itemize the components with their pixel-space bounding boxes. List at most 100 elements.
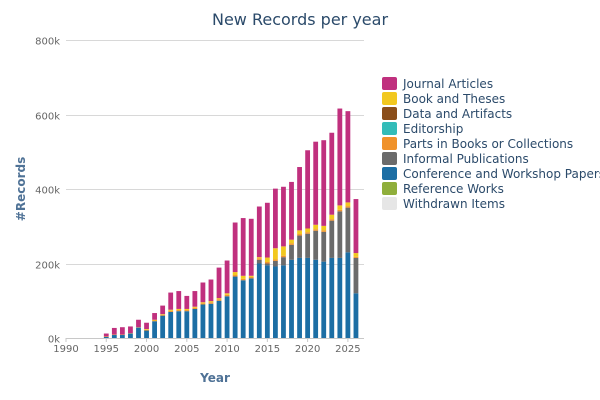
bar-segment-book-and-theses[interactable]: [160, 314, 166, 315]
bar-segment-journal-articles[interactable]: [168, 292, 174, 310]
bar-segment-journal-articles[interactable]: [345, 111, 351, 203]
bar-segment-conference-and-workshop-papers[interactable]: [353, 293, 359, 338]
bar-segment-journal-articles[interactable]: [200, 282, 206, 303]
bar-segment-journal-articles[interactable]: [305, 150, 311, 229]
bar-segment-book-and-theses[interactable]: [289, 239, 294, 244]
bar-segment-book-and-theses[interactable]: [216, 298, 222, 300]
bar-segment-journal-articles[interactable]: [103, 333, 109, 337]
bar-segment-book-and-theses[interactable]: [192, 306, 198, 308]
bar-segment-book-and-theses[interactable]: [264, 257, 270, 263]
bar-segment-book-and-theses[interactable]: [232, 272, 238, 276]
bar-segment-parts-in-books-or-collections[interactable]: [345, 206, 351, 208]
bar-segment-book-and-theses[interactable]: [321, 225, 327, 231]
bar-segment-book-and-theses[interactable]: [168, 309, 174, 311]
bar-segment-conference-and-workshop-papers[interactable]: [232, 276, 238, 338]
bar-segment-journal-articles[interactable]: [160, 305, 166, 315]
bar-segment-conference-and-workshop-papers[interactable]: [152, 321, 157, 338]
bar-segment-informal-publications[interactable]: [264, 263, 270, 266]
bar-segment-conference-and-workshop-papers[interactable]: [176, 311, 182, 338]
bar-segment-conference-and-workshop-papers[interactable]: [329, 257, 335, 338]
bar-segment-journal-articles[interactable]: [297, 167, 302, 231]
bar-segment-conference-and-workshop-papers[interactable]: [305, 257, 311, 338]
bar-segment-informal-publications[interactable]: [345, 207, 351, 253]
bar-segment-journal-articles[interactable]: [240, 218, 246, 276]
bar-segment-journal-articles[interactable]: [184, 295, 190, 309]
bar-segment-parts-in-books-or-collections[interactable]: [232, 275, 238, 277]
bar-segment-book-and-theses[interactable]: [305, 228, 311, 233]
bar-segment-parts-in-books-or-collections[interactable]: [192, 307, 198, 309]
bar-segment-journal-articles[interactable]: [176, 291, 182, 309]
bar-segment-parts-in-books-or-collections[interactable]: [240, 278, 246, 281]
bar-segment-journal-articles[interactable]: [216, 267, 222, 299]
bar-segment-conference-and-workshop-papers[interactable]: [297, 257, 302, 338]
bar-segment-book-and-theses[interactable]: [273, 248, 278, 260]
bar-segment-conference-and-workshop-papers[interactable]: [240, 280, 246, 338]
bar-segment-book-and-theses[interactable]: [353, 253, 359, 257]
bar-segment-informal-publications[interactable]: [353, 257, 359, 294]
bar-segment-journal-articles[interactable]: [208, 279, 214, 302]
bar-segment-journal-articles[interactable]: [353, 199, 359, 254]
bar-segment-conference-and-workshop-papers[interactable]: [184, 311, 190, 338]
bar-segment-conference-and-workshop-papers[interactable]: [160, 315, 166, 338]
bar-segment-book-and-theses[interactable]: [297, 230, 302, 235]
legend-item-parts-in-books-or-collections[interactable]: Parts in Books or Collections: [382, 137, 573, 151]
bar-segment-conference-and-workshop-papers[interactable]: [216, 300, 222, 338]
bar-segment-conference-and-workshop-papers[interactable]: [321, 261, 327, 338]
bar-segment-parts-in-books-or-collections[interactable]: [281, 255, 286, 258]
bar-segment-conference-and-workshop-papers[interactable]: [337, 257, 343, 338]
bar-segment-book-and-theses[interactable]: [248, 275, 254, 277]
bar-segment-journal-articles[interactable]: [313, 141, 319, 225]
bar-segment-parts-in-books-or-collections[interactable]: [289, 243, 294, 245]
bar-segment-parts-in-books-or-collections[interactable]: [353, 256, 359, 258]
bar-segment-conference-and-workshop-papers[interactable]: [345, 252, 351, 338]
bar-segment-conference-and-workshop-papers[interactable]: [144, 330, 149, 338]
bar-segment-conference-and-workshop-papers[interactable]: [200, 304, 206, 338]
bar-segment-book-and-theses[interactable]: [184, 308, 190, 311]
bar-segment-informal-publications[interactable]: [305, 233, 311, 258]
bar-segment-parts-in-books-or-collections[interactable]: [256, 258, 262, 260]
bar-segment-parts-in-books-or-collections[interactable]: [337, 209, 343, 212]
bar-segment-book-and-theses[interactable]: [144, 329, 149, 330]
bar-segment-conference-and-workshop-papers[interactable]: [248, 278, 254, 338]
bar-segment-journal-articles[interactable]: [111, 327, 117, 335]
bar-segment-parts-in-books-or-collections[interactable]: [224, 294, 230, 297]
bar-segment-informal-publications[interactable]: [313, 230, 319, 260]
bar-segment-informal-publications[interactable]: [297, 235, 302, 258]
bar-segment-journal-articles[interactable]: [224, 260, 230, 294]
bar-segment-journal-articles[interactable]: [128, 326, 133, 334]
bar-segment-parts-in-books-or-collections[interactable]: [313, 229, 319, 231]
bar-segment-parts-in-books-or-collections[interactable]: [216, 299, 222, 301]
bar-segment-book-and-theses[interactable]: [152, 319, 157, 321]
bar-segment-conference-and-workshop-papers[interactable]: [281, 265, 286, 338]
bar-segment-informal-publications[interactable]: [281, 257, 286, 266]
bar-segment-book-and-theses[interactable]: [345, 202, 351, 207]
bar-segment-parts-in-books-or-collections[interactable]: [305, 232, 311, 234]
bar-segment-journal-articles[interactable]: [248, 218, 254, 276]
bar-segment-informal-publications[interactable]: [273, 260, 278, 267]
legend-item-reference-works[interactable]: Reference Works: [382, 182, 504, 196]
bar-segment-conference-and-workshop-papers[interactable]: [224, 296, 230, 338]
bar-segment-parts-in-books-or-collections[interactable]: [273, 259, 278, 261]
bar-segment-journal-articles[interactable]: [329, 132, 335, 215]
bar-segment-informal-publications[interactable]: [337, 211, 343, 258]
bar-segment-conference-and-workshop-papers[interactable]: [103, 336, 109, 338]
bar-segment-book-and-theses[interactable]: [337, 205, 343, 210]
bar-segment-parts-in-books-or-collections[interactable]: [152, 320, 157, 322]
bar-segment-book-and-theses[interactable]: [329, 214, 335, 220]
bar-segment-journal-articles[interactable]: [144, 322, 149, 330]
bar-segment-conference-and-workshop-papers[interactable]: [111, 335, 117, 338]
bar-segment-book-and-theses[interactable]: [208, 301, 214, 303]
legend-item-data-and-artifacts[interactable]: Data and Artifacts: [382, 107, 512, 121]
bar-segment-journal-articles[interactable]: [136, 319, 141, 328]
bar-segment-parts-in-books-or-collections[interactable]: [144, 329, 149, 331]
bar-segment-book-and-theses[interactable]: [224, 293, 230, 295]
bar-segment-parts-in-books-or-collections[interactable]: [329, 219, 335, 221]
bar-segment-book-and-theses[interactable]: [256, 257, 262, 259]
bar-segment-parts-in-books-or-collections[interactable]: [160, 314, 166, 316]
bar-segment-conference-and-workshop-papers[interactable]: [192, 308, 198, 338]
bar-segment-book-and-theses[interactable]: [313, 224, 319, 230]
bar-segment-parts-in-books-or-collections[interactable]: [264, 262, 270, 264]
bar-segment-conference-and-workshop-papers[interactable]: [128, 333, 133, 338]
legend-item-journal-articles[interactable]: Journal Articles: [382, 77, 493, 91]
bar-segment-parts-in-books-or-collections[interactable]: [184, 310, 190, 312]
